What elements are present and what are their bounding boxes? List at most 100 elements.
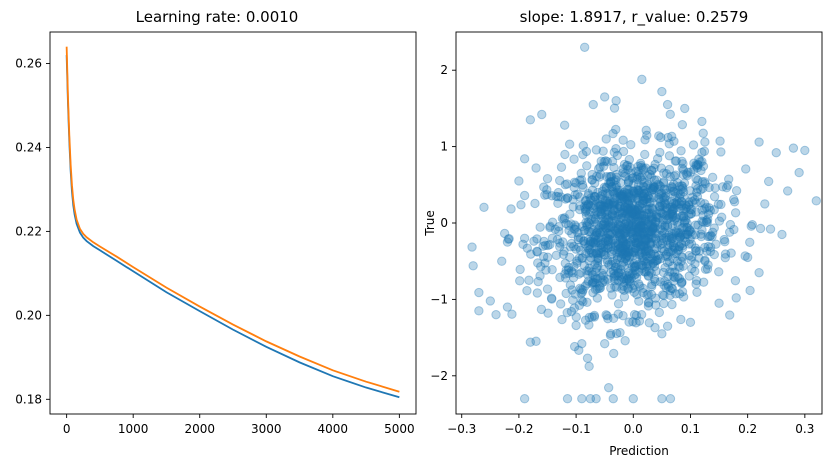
scatter-point (596, 220, 607, 230)
scatter-point (676, 239, 687, 249)
scatter-point (639, 223, 649, 233)
scatter-point (606, 221, 616, 232)
scatter-point (668, 211, 678, 222)
scatter-point (720, 253, 730, 263)
scatter-point (590, 274, 600, 285)
scatter-point (603, 243, 613, 253)
scatter-point (730, 208, 741, 218)
scatter-point (634, 237, 644, 247)
scatter-point (519, 394, 530, 404)
scatter-point (576, 288, 586, 299)
scatter-point (652, 243, 662, 254)
scatter-point (655, 277, 666, 287)
scatter-point (596, 240, 606, 250)
scatter-point (691, 246, 701, 256)
scatter-point (644, 208, 654, 219)
scatter-point (671, 228, 681, 238)
scatter-point (610, 238, 620, 248)
scatter-point (629, 270, 640, 280)
scatter-point (621, 239, 631, 249)
scatter-point (585, 394, 596, 404)
scatter-point (634, 296, 644, 306)
scatter-point (574, 300, 585, 310)
scatter-point (700, 204, 710, 214)
scatter-point (638, 283, 648, 294)
scatter-point (560, 269, 570, 279)
scatter-point (605, 230, 615, 240)
scatter-point (593, 209, 603, 220)
scatter-point (578, 285, 588, 295)
scatter-point (619, 202, 630, 212)
scatter-point (630, 207, 640, 217)
scatter-point (694, 253, 704, 263)
scatter-point (597, 190, 608, 200)
scatter-point (616, 190, 626, 201)
scatter-point (665, 290, 675, 301)
scatter-point (624, 246, 635, 257)
scatter-point (685, 317, 696, 328)
scatter-point (698, 210, 708, 221)
scatter-point (640, 247, 650, 257)
scatter-point (645, 183, 656, 193)
scatter-point (590, 200, 600, 211)
scatter-point (589, 191, 600, 202)
scatter-point (583, 235, 593, 245)
scatter-point (661, 169, 672, 179)
scatter-point (591, 394, 601, 404)
scatter-point (676, 146, 686, 156)
scatter-point (593, 261, 603, 271)
scatter-point (597, 247, 607, 257)
scatter-point (615, 232, 625, 243)
scatter-point (651, 266, 661, 276)
scatter-point (663, 281, 674, 292)
scatter-point (612, 150, 623, 161)
scatter-point (641, 261, 652, 272)
scatter-point (663, 279, 673, 289)
scatter-point (503, 234, 514, 244)
scatter-point (709, 191, 720, 202)
scatter-point (581, 146, 592, 157)
scatter-point (629, 309, 640, 320)
scatter-point (665, 109, 675, 120)
scatter-point (590, 231, 600, 241)
scatter-point (626, 227, 636, 238)
scatter-point (573, 228, 583, 238)
scatter-point (652, 212, 663, 223)
scatter-point (526, 249, 536, 259)
scatter-point (643, 259, 653, 269)
scatter-point (643, 233, 654, 244)
scatter-point (595, 201, 605, 211)
scatter-point (662, 251, 673, 262)
scatter-point (603, 382, 614, 393)
scatter-point (606, 329, 616, 339)
scatter-point (618, 168, 628, 178)
scatter-point (638, 165, 648, 175)
scatter-point (670, 156, 680, 166)
scatter-point (659, 197, 670, 208)
scatter-point (701, 217, 712, 228)
scatter-point (683, 229, 693, 240)
scatter-point (623, 247, 633, 257)
scatter-point (595, 228, 605, 238)
scatter-point (515, 276, 525, 286)
scatter-point (562, 179, 572, 189)
loss-axes-frame (49, 31, 417, 415)
scatter-point (594, 199, 604, 209)
scatter-point (639, 266, 649, 277)
scatter-point (569, 261, 579, 272)
scatter-point (564, 262, 574, 273)
scatter-point (691, 160, 701, 170)
scatter-point (618, 249, 628, 259)
scatter-point (613, 224, 623, 235)
scatter-point (595, 162, 605, 172)
scatter-point (658, 290, 668, 300)
scatter-point (603, 274, 613, 285)
scatter-point (668, 204, 679, 214)
scatter-point (681, 169, 692, 179)
scatter-point (637, 217, 647, 227)
scatter-point (627, 198, 638, 208)
scatter-point (607, 182, 617, 192)
scatter-point (745, 237, 755, 247)
scatter-point (589, 191, 600, 202)
scatter-point (642, 194, 652, 204)
